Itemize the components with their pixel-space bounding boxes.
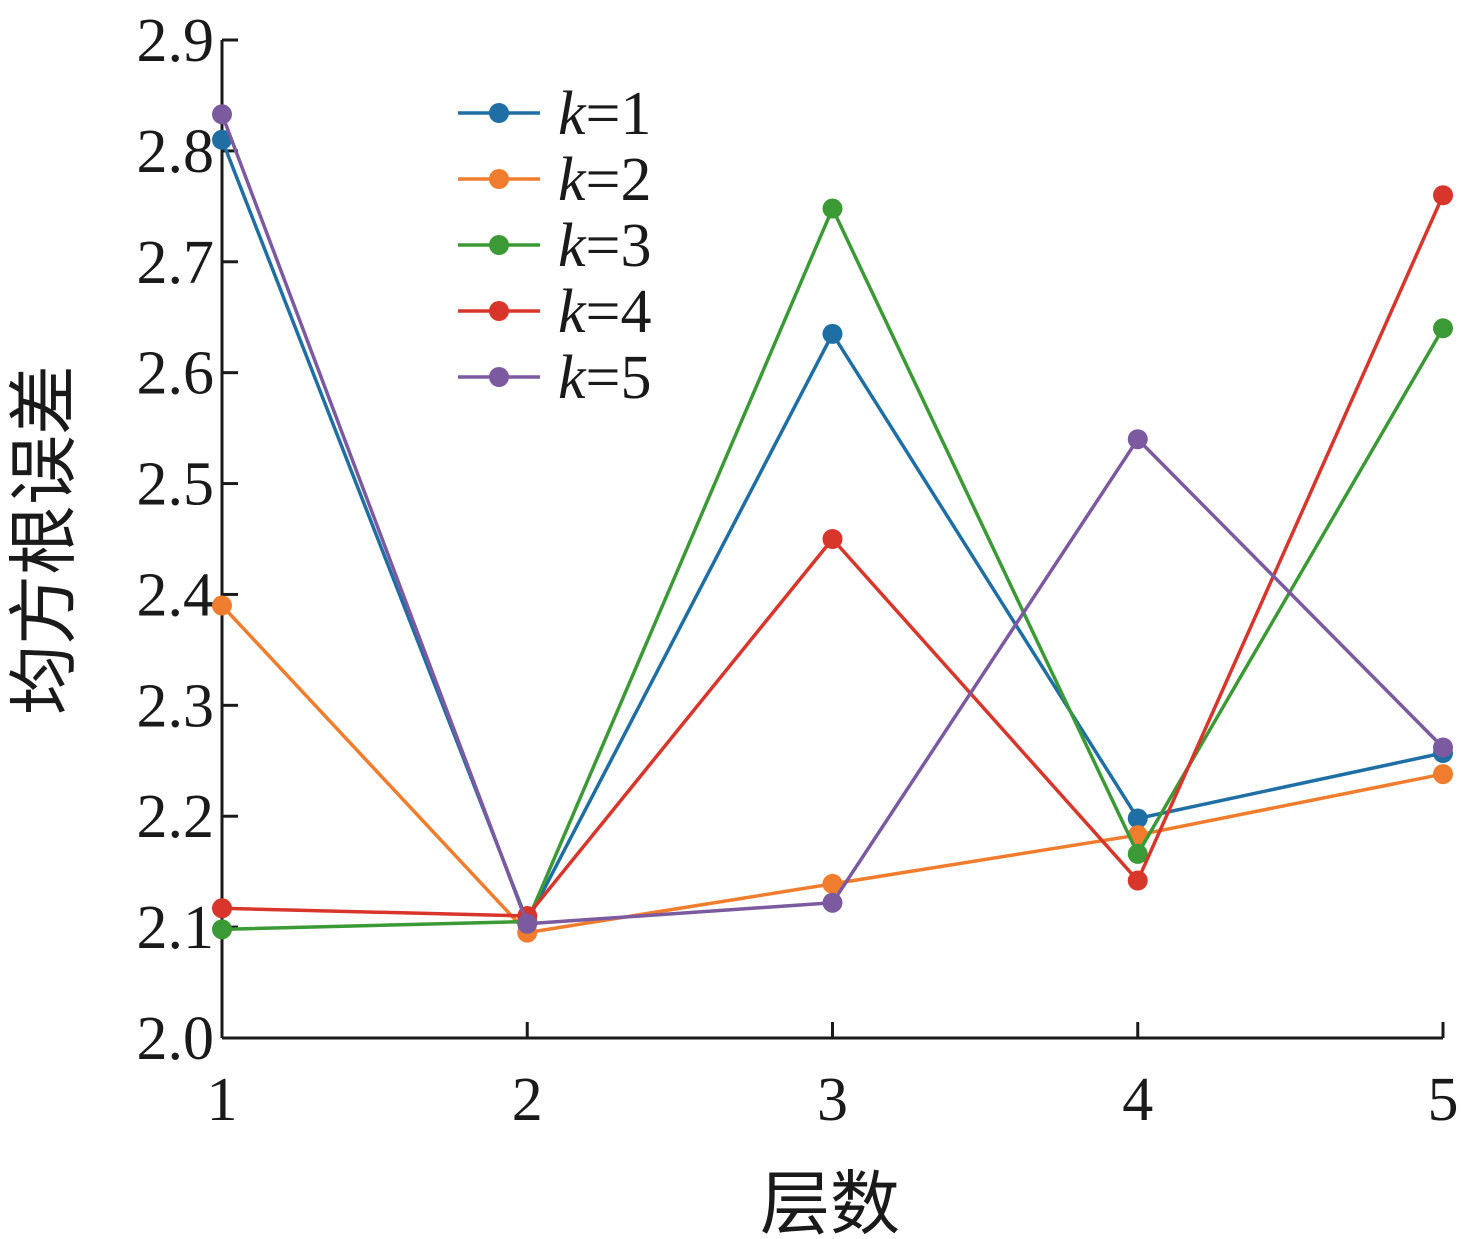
legend-label: k=5: [558, 344, 652, 412]
data-point: [1433, 764, 1453, 785]
data-point: [822, 198, 843, 219]
data-point: [517, 913, 538, 934]
data-point: [212, 104, 232, 125]
data-point: [1127, 870, 1148, 891]
x-tick-label: 1: [207, 1066, 238, 1134]
legend-marker: [489, 103, 509, 123]
series-layer: [212, 104, 1453, 943]
legend-item: k=2: [458, 146, 652, 214]
legend-item: k=1: [458, 80, 652, 148]
x-tick-label: 2: [512, 1066, 543, 1134]
data-point: [822, 873, 843, 894]
data-point: [822, 529, 843, 549]
series-4: [212, 185, 1453, 927]
legend-marker: [489, 235, 509, 255]
data-point: [1127, 808, 1148, 829]
y-tick-label: 2.3: [137, 672, 215, 740]
legend-marker: [489, 301, 509, 321]
series-2: [212, 595, 1453, 943]
legend-item: k=4: [458, 278, 652, 346]
y-tick-label: 2.6: [137, 340, 215, 408]
x-tick-label: 3: [817, 1066, 848, 1134]
legend-label: k=2: [558, 146, 652, 214]
legend: k=1k=2k=3k=4k=5: [458, 80, 652, 412]
legend-label: k=4: [558, 278, 652, 346]
data-point: [212, 129, 232, 150]
y-axis-title: 均方根误差: [3, 365, 85, 715]
legend-item: k=5: [458, 344, 652, 412]
data-point: [822, 323, 843, 344]
x-tick-label: 5: [1428, 1066, 1459, 1134]
data-point: [212, 919, 232, 940]
y-tick-label: 2.8: [137, 118, 215, 186]
y-tick-label: 2.1: [137, 894, 215, 962]
series-line: [221, 194, 1445, 918]
y-tick-label: 2.2: [137, 783, 215, 851]
series-5: [212, 104, 1453, 934]
series-line: [221, 206, 1445, 932]
y-tick-label: 2.7: [137, 229, 215, 297]
legend-marker: [489, 169, 509, 189]
data-point: [1433, 737, 1453, 758]
data-point: [1433, 318, 1453, 339]
y-tick-label: 2.5: [137, 451, 215, 519]
data-point: [822, 892, 843, 913]
data-point: [1127, 429, 1148, 450]
y-tick-label: 2.4: [137, 561, 215, 629]
legend-label: k=1: [558, 80, 652, 148]
data-point: [212, 898, 232, 919]
data-point: [1127, 843, 1148, 864]
y-tick-label: 2.0: [137, 1005, 215, 1073]
data-point: [212, 595, 232, 616]
y-tick-label: 2.9: [137, 7, 215, 75]
x-tick-label: 4: [1122, 1066, 1153, 1134]
x-axis-title: 层数: [760, 1163, 900, 1239]
legend-marker: [489, 367, 509, 387]
legend-item: k=3: [458, 212, 652, 280]
legend-label: k=3: [558, 212, 652, 280]
data-point: [1433, 185, 1453, 206]
axes: 2.0 2.1 2.2 2.3 2.4 2.5 2.6 2.7 2.8 2.9 1 2 3 4 5: [137, 7, 1459, 1134]
